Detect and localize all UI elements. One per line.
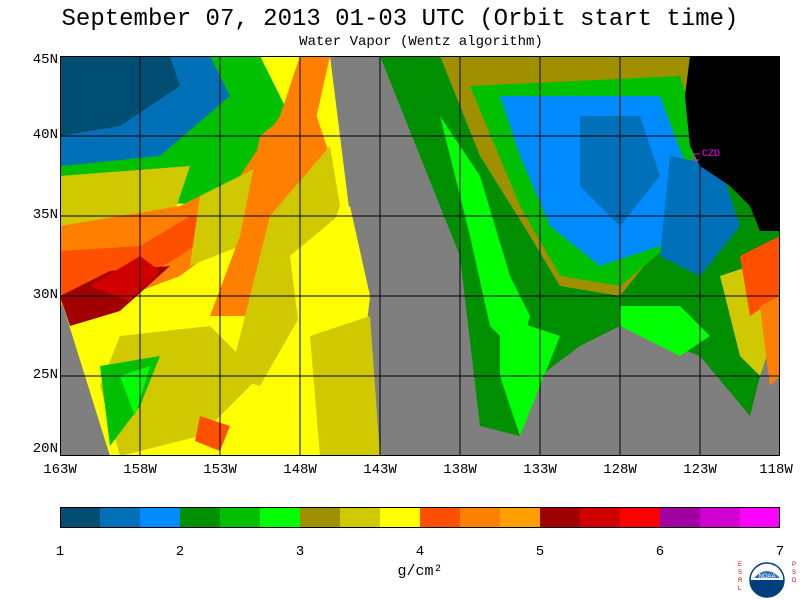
lon-label-118w: 118W (759, 462, 793, 478)
water-vapor-map: CZD (60, 56, 780, 456)
lon-label-123w: 123W (683, 462, 717, 478)
lon-label-128w: 128W (603, 462, 637, 478)
map-subtitle: Water Vapor (Wentz algorithm) (299, 34, 543, 50)
lon-label-143w: 143W (363, 462, 397, 478)
colorbar-swatch (500, 507, 541, 528)
colorbar-units: g/cm² (397, 563, 443, 580)
lat-label-40n: 40N (32, 127, 58, 143)
logo-noaa-text: NOAA (758, 574, 775, 580)
colorbar-swatch (340, 507, 381, 528)
lat-label-30n: 30N (32, 287, 58, 303)
colorbar-tick-3: 3 (295, 544, 305, 560)
lon-label-153w: 153W (203, 462, 237, 478)
colorbar-swatch (660, 507, 701, 528)
colorbar-swatch (620, 507, 661, 528)
lat-label-45n: 45N (32, 52, 58, 68)
lat-label-35n: 35N (32, 207, 58, 223)
colorbar-swatch (260, 507, 301, 528)
land-mass (685, 56, 780, 231)
map-title: September 07, 2013 01-03 UTC (Orbit star… (61, 6, 739, 33)
colorbar-swatch (740, 507, 780, 528)
lon-label-158w: 158W (123, 462, 157, 478)
colorbar (60, 507, 780, 528)
colorbar-tick-5: 5 (535, 544, 545, 560)
colorbar-swatch (540, 507, 581, 528)
lon-label-133w: 133W (523, 462, 557, 478)
lat-label-20n: 20N (32, 441, 58, 457)
colorbar-swatch (580, 507, 621, 528)
colorbar-swatch (300, 507, 341, 528)
colorbar-swatch (700, 507, 741, 528)
colorbar-swatch (220, 507, 261, 528)
colorbar-tick-7: 7 (775, 544, 785, 560)
colorbar-tick-6: 6 (655, 544, 665, 560)
colorbar-swatch (60, 507, 101, 528)
colorbar-swatch (180, 507, 221, 528)
map-frame (60, 56, 780, 456)
colorbar-tick-2: 2 (175, 544, 185, 560)
graticule (60, 56, 780, 456)
lon-label-138w: 138W (443, 462, 477, 478)
right-swath (380, 56, 780, 436)
lon-label-163w: 163W (43, 462, 77, 478)
station-label: CZD (702, 149, 720, 160)
colorbar-swatch (380, 507, 421, 528)
colorbar-tick-4: 4 (415, 544, 425, 560)
lon-label-148w: 148W (283, 462, 317, 478)
colorbar-swatch (460, 507, 501, 528)
colorbar-swatch (420, 507, 461, 528)
lat-label-25n: 25N (32, 367, 58, 383)
colorbar-swatch (140, 507, 181, 528)
colorbar-tick-1: 1 (55, 544, 65, 560)
colorbar-swatch (100, 507, 141, 528)
